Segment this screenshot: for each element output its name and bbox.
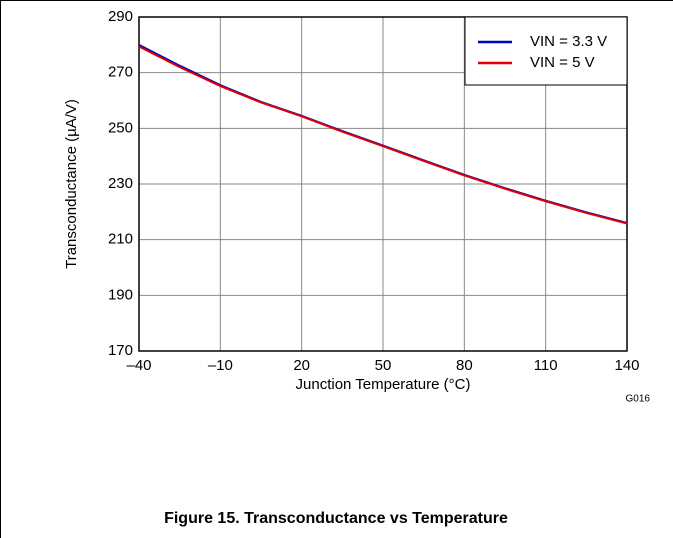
y-tick-label: 190 — [108, 286, 133, 303]
plot-frame — [138, 16, 628, 352]
x-tick-label: 50 — [375, 357, 392, 374]
y-tick-label: 210 — [108, 231, 133, 248]
y-tick-label: 290 — [108, 8, 133, 25]
x-axis-label: Junction Temperature (°C) — [296, 376, 471, 393]
x-tick-label: 80 — [456, 357, 473, 374]
y-tick-label: 270 — [108, 64, 133, 81]
y-tick-label: 230 — [108, 175, 133, 192]
y-tick-label: 170 — [108, 342, 133, 359]
x-tick-label: –10 — [208, 357, 233, 374]
x-tick-label: 110 — [534, 357, 558, 374]
x-tick-label: –40 — [126, 357, 151, 374]
figure-code: G016 — [626, 394, 651, 405]
legend-label: VIN = 3.3 V — [530, 33, 607, 50]
legend-label: VIN = 5 V — [530, 54, 595, 71]
x-tick-label: 140 — [614, 357, 639, 374]
x-tick-label: 20 — [293, 357, 310, 374]
y-axis-label: Transconductance (µA/V) — [63, 99, 80, 269]
legend-box — [464, 16, 628, 86]
y-tick-label: 250 — [108, 119, 133, 136]
line-series — [138, 45, 628, 225]
caption: Figure 15. Transconductance vs Temperatu… — [164, 510, 508, 527]
